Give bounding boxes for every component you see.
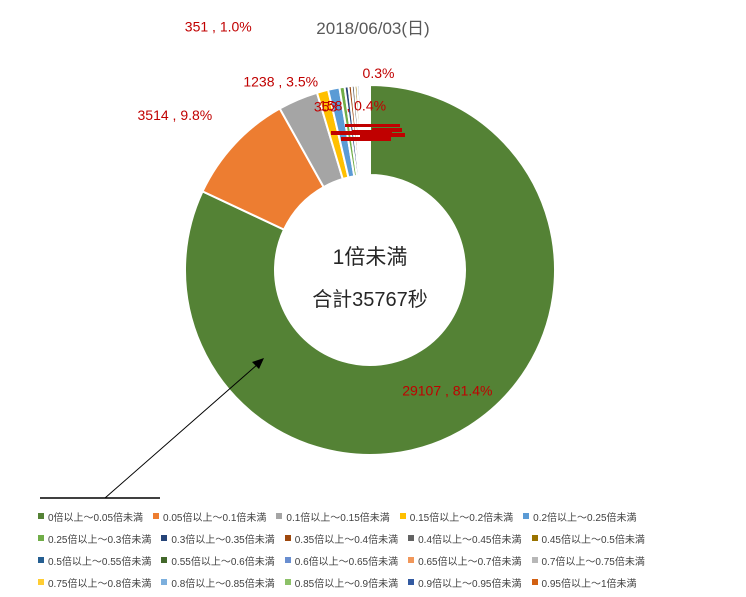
legend-item: 0.8倍以上～0.85倍未満 bbox=[161, 575, 275, 590]
legend-label: 0.85倍以上～0.9倍未満 bbox=[294, 578, 399, 590]
overlap-marker bbox=[331, 131, 371, 135]
legend-item: 0.4倍以上～0.45倍未満 bbox=[408, 531, 522, 546]
legend-swatch bbox=[408, 557, 415, 563]
overlap-marker bbox=[372, 128, 402, 132]
legend-label: 0.75倍以上～0.8倍未満 bbox=[48, 578, 152, 590]
overlap-marker bbox=[360, 133, 405, 137]
legend-label: 0.7倍以上～0.75倍未満 bbox=[541, 556, 645, 568]
annotation-arrow-line bbox=[104, 363, 259, 499]
legend-swatch bbox=[531, 535, 538, 541]
overlapping-label-markers bbox=[331, 124, 405, 141]
annotation-arrow-head bbox=[252, 358, 264, 369]
legend-item: 0.1倍以上～0.15倍未満 bbox=[276, 509, 390, 524]
legend-swatch bbox=[531, 557, 538, 563]
legend-swatch bbox=[161, 557, 168, 563]
legend-row: 0倍以上～0.05倍未満 0.05倍以上～0.1倍未満 0.1倍以上～0.15倍未満… bbox=[38, 505, 738, 527]
legend-label: 0.1倍以上～0.15倍未満 bbox=[286, 512, 390, 524]
arrow-annotation bbox=[40, 358, 264, 499]
legend-swatch bbox=[531, 579, 538, 585]
chart-legend: 0倍以上～0.05倍未満 0.05倍以上～0.1倍未満 0.1倍以上～0.15倍未満… bbox=[38, 505, 738, 593]
legend-label: 0.3倍以上～0.35倍未満 bbox=[171, 534, 275, 546]
data-label-0-0-05: 29107 , 81.4% bbox=[402, 383, 492, 399]
legend-item: 0.15倍以上～0.2倍未満 bbox=[399, 509, 514, 524]
legend-swatch bbox=[38, 535, 44, 541]
legend-label: 0.6倍以上～0.65倍未満 bbox=[294, 556, 399, 568]
data-labels: 29107 , 81.4% 3514 , 9.8% 1238 , 3.5% 351 ,… bbox=[138, 18, 493, 398]
legend-item: 0.85倍以上～0.9倍未満 bbox=[284, 575, 399, 590]
slice-0-0-05 bbox=[184, 83, 556, 456]
legend-item: 0.5倍以上～0.55倍未満 bbox=[38, 553, 151, 568]
legend-label: 0.55倍以上～0.6倍未満 bbox=[171, 556, 275, 568]
legend-label: 0.45倍以上～0.5倍未満 bbox=[541, 534, 645, 546]
legend-swatch bbox=[38, 579, 44, 585]
legend-row: 0.5倍以上～0.55倍未満 0.55倍以上～0.6倍未満 0.6倍以上～0.65倍… bbox=[38, 549, 738, 571]
legend-row: 0.25倍以上～0.3倍未満 0.3倍以上～0.35倍未満 0.35倍以上～0.4倍… bbox=[38, 527, 738, 549]
data-label-0-25-0-3: 158 , 0.4% bbox=[319, 97, 386, 113]
legend-label: 0.4倍以上～0.45倍未満 bbox=[418, 534, 522, 546]
center-label-line1: 1倍未満 bbox=[332, 246, 408, 269]
legend-label: 0.65倍以上～0.7倍未満 bbox=[418, 556, 522, 568]
legend-swatch bbox=[284, 557, 291, 563]
legend-swatch bbox=[153, 513, 160, 519]
legend-swatch bbox=[523, 513, 530, 519]
legend-label: 0.5倍以上～0.55倍未満 bbox=[48, 556, 152, 568]
legend-row: 0.75倍以上～0.8倍未満 0.8倍以上～0.85倍未満 0.85倍以上～0.9倍… bbox=[38, 571, 738, 593]
legend-item: 0.95倍以上～1倍未満 bbox=[531, 575, 637, 590]
legend-swatch bbox=[38, 557, 44, 563]
legend-item: 0.6倍以上～0.65倍未満 bbox=[284, 553, 399, 568]
legend-swatch bbox=[38, 513, 44, 519]
legend-label: 0.05倍以上～0.1倍未満 bbox=[163, 512, 267, 524]
legend-swatch bbox=[284, 579, 291, 585]
overlap-marker bbox=[341, 137, 391, 141]
legend-item: 0.55倍以上～0.6倍未満 bbox=[161, 553, 275, 568]
legend-item: 0.05倍以上～0.1倍未満 bbox=[153, 509, 266, 524]
legend-item: 0.25倍以上～0.3倍未満 bbox=[38, 531, 151, 546]
overlap-marker bbox=[345, 124, 400, 127]
legend-label: 0.25倍以上～0.3倍未満 bbox=[48, 534, 152, 546]
data-label-0-1-0-15: 1238 , 3.5% bbox=[243, 73, 318, 89]
legend-item: 0.2倍以上～0.25倍未満 bbox=[523, 509, 637, 524]
legend-swatch bbox=[276, 513, 283, 519]
data-label-0-2-0-25: 353 bbox=[314, 98, 338, 114]
center-label-line2: 合計35767秒 bbox=[312, 289, 428, 311]
legend-swatch bbox=[408, 535, 415, 541]
data-label-0-4-0-45: 0.3% bbox=[363, 65, 395, 81]
legend-item: 0.45倍以上～0.5倍未満 bbox=[531, 531, 645, 546]
legend-label: 0.95倍以上～1倍未満 bbox=[541, 578, 637, 590]
data-label-0-05-0-1: 3514 , 9.8% bbox=[138, 107, 213, 123]
legend-item: 0.3倍以上～0.35倍未満 bbox=[161, 531, 275, 546]
legend-item: 0.75倍以上～0.8倍未満 bbox=[38, 575, 151, 590]
legend-swatch bbox=[284, 535, 291, 541]
legend-swatch bbox=[399, 513, 406, 519]
legend-label: 0.8倍以上～0.85倍未満 bbox=[171, 578, 275, 590]
legend-swatch bbox=[161, 579, 168, 585]
data-label-0-15-0-2: 351 , 1.0% bbox=[185, 18, 252, 34]
legend-item: 0.35倍以上～0.4倍未満 bbox=[284, 531, 399, 546]
legend-label: 0.15倍以上～0.2倍未満 bbox=[409, 512, 514, 524]
legend-item: 0.65倍以上～0.7倍未満 bbox=[408, 553, 522, 568]
legend-item: 0.7倍以上～0.75倍未満 bbox=[531, 553, 645, 568]
legend-label: 0.2倍以上～0.25倍未満 bbox=[533, 512, 637, 524]
legend-item: 0倍以上～0.05倍未満 bbox=[38, 509, 143, 524]
legend-swatch bbox=[161, 535, 168, 541]
legend-label: 0倍以上～0.05倍未満 bbox=[48, 512, 144, 524]
legend-label: 0.35倍以上～0.4倍未満 bbox=[294, 534, 399, 546]
legend-swatch bbox=[408, 579, 415, 585]
legend-label: 0.9倍以上～0.95倍未満 bbox=[418, 578, 522, 590]
legend-item: 0.9倍以上～0.95倍未満 bbox=[408, 575, 522, 590]
chart-title: 2018/06/03(日) bbox=[316, 19, 430, 38]
